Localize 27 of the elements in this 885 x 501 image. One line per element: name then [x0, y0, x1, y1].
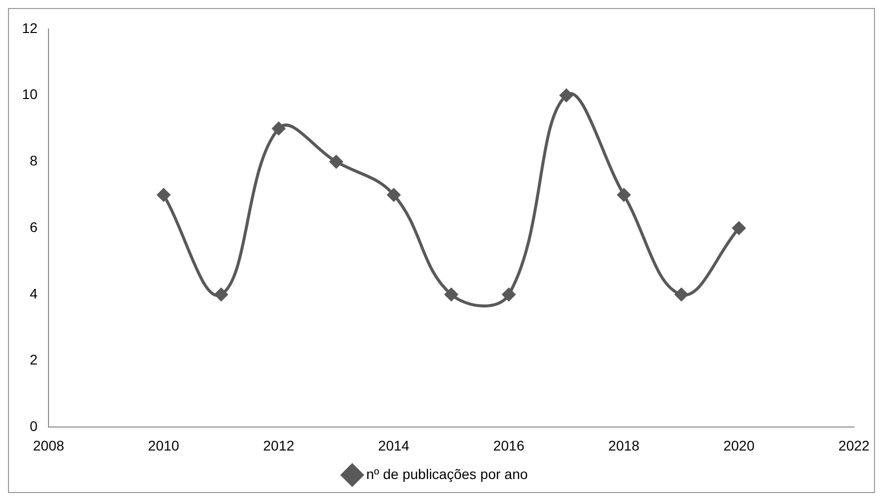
point — [330, 155, 343, 168]
point — [157, 188, 170, 202]
point — [674, 288, 688, 301]
y-tick-label: 2 — [30, 352, 38, 368]
x-tick-label: 2020 — [723, 437, 755, 454]
point — [732, 222, 746, 235]
legend-label: nº de publicações por ano — [366, 466, 528, 482]
x-tick-label: 2008 — [32, 437, 64, 454]
point — [387, 188, 400, 202]
x-tick-label: 2016 — [493, 437, 525, 454]
y-tick-label: 4 — [30, 285, 38, 302]
point — [272, 122, 286, 136]
y-tick-label: 6 — [30, 218, 38, 235]
y-tick-label: 0 — [30, 418, 38, 434]
point — [214, 288, 228, 301]
y-tick-label: 8 — [30, 152, 38, 169]
point — [617, 188, 630, 202]
x-tick-label: 2010 — [148, 437, 180, 454]
x-tick-label: 2022 — [838, 437, 870, 454]
x-tick-label: 2014 — [378, 437, 410, 454]
y-tick-label: 12 — [22, 20, 38, 36]
point — [444, 288, 458, 301]
x-tick-label: 2012 — [263, 437, 294, 454]
y-tick-label: 10 — [22, 86, 38, 102]
point — [560, 88, 573, 102]
point — [502, 288, 516, 301]
x-tick-label: 2018 — [608, 437, 640, 454]
